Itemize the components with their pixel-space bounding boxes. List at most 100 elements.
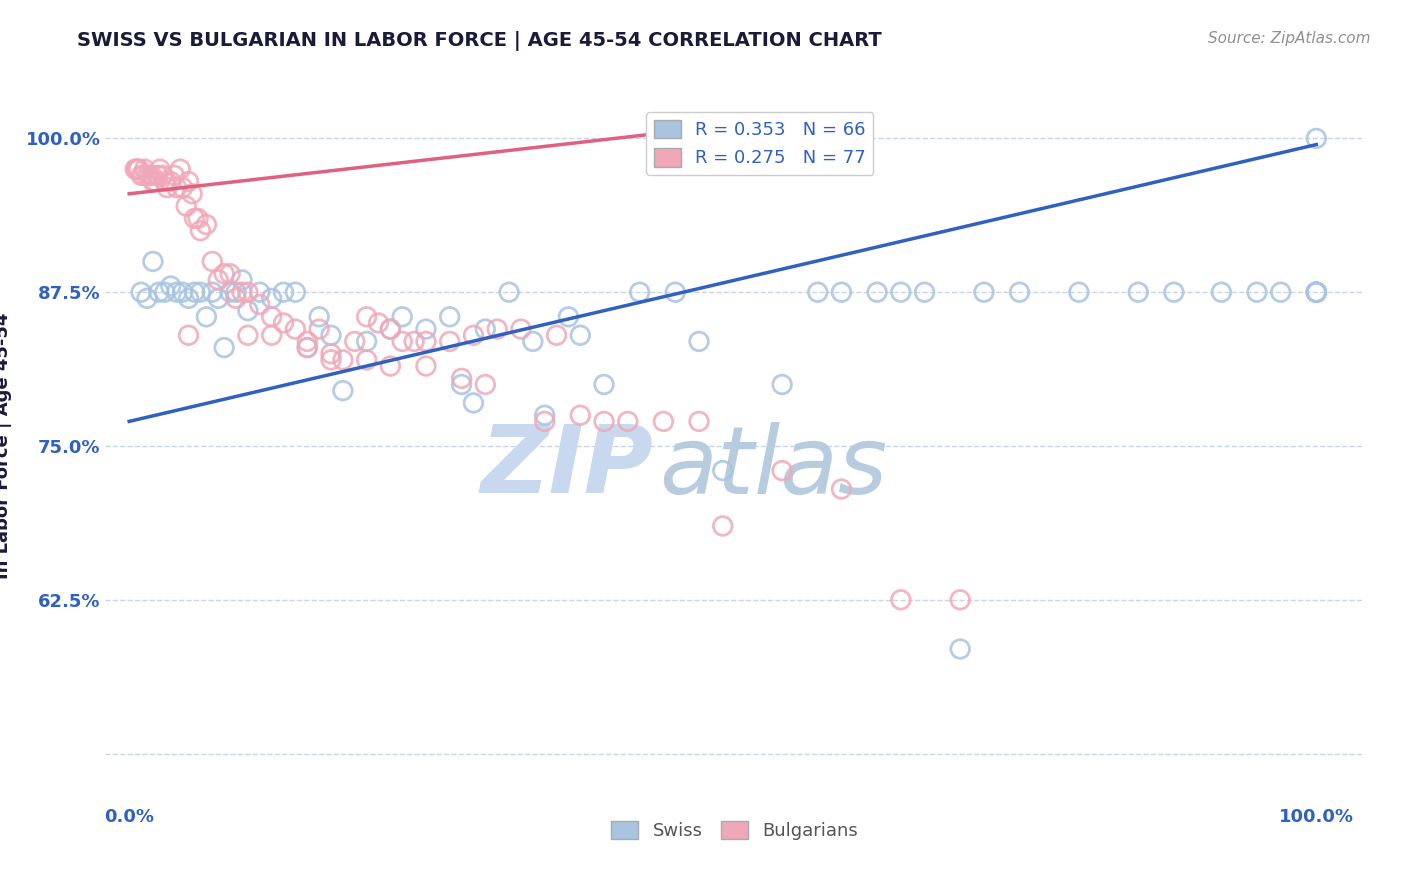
Point <box>207 273 229 287</box>
Point <box>201 254 224 268</box>
Point <box>474 322 496 336</box>
Point <box>219 285 242 300</box>
Point <box>593 414 616 428</box>
Point <box>308 322 330 336</box>
Point <box>129 285 152 300</box>
Point <box>207 291 229 305</box>
Point <box>866 285 889 300</box>
Point <box>356 352 378 367</box>
Point <box>1246 285 1268 300</box>
Point <box>174 199 197 213</box>
Point <box>890 285 912 300</box>
Point <box>249 297 271 311</box>
Text: SWISS VS BULGARIAN IN LABOR FORCE | AGE 45-54 CORRELATION CHART: SWISS VS BULGARIAN IN LABOR FORCE | AGE … <box>77 31 882 51</box>
Point <box>260 310 283 324</box>
Point <box>1305 285 1327 300</box>
Point <box>1305 285 1327 300</box>
Point <box>148 285 170 300</box>
Point <box>172 285 194 300</box>
Text: Source: ZipAtlas.com: Source: ZipAtlas.com <box>1208 31 1371 46</box>
Point <box>128 162 150 177</box>
Point <box>391 334 413 349</box>
Point <box>415 359 437 373</box>
Point <box>1270 285 1292 300</box>
Point <box>273 285 295 300</box>
Point <box>163 169 186 183</box>
Point <box>153 174 176 188</box>
Point <box>273 316 295 330</box>
Point <box>166 285 188 300</box>
Point <box>125 162 148 177</box>
Point <box>439 334 461 349</box>
Point <box>172 180 194 194</box>
Point <box>183 285 205 300</box>
Point <box>183 211 205 226</box>
Point <box>297 341 319 355</box>
Point <box>652 414 675 428</box>
Point <box>212 267 235 281</box>
Point <box>510 322 533 336</box>
Point <box>533 409 555 423</box>
Point <box>249 285 271 300</box>
Point <box>129 169 152 183</box>
Point <box>498 285 520 300</box>
Point <box>711 464 734 478</box>
Point <box>688 414 710 428</box>
Point <box>569 409 592 423</box>
Point <box>332 384 354 398</box>
Point <box>343 334 366 349</box>
Point <box>219 267 242 281</box>
Point <box>973 285 995 300</box>
Point <box>332 352 354 367</box>
Point <box>177 328 200 343</box>
Y-axis label: In Labor Force | Age 45-54: In Labor Force | Age 45-54 <box>0 313 11 579</box>
Point <box>557 310 579 324</box>
Point <box>474 377 496 392</box>
Point <box>688 334 710 349</box>
Point <box>138 169 160 183</box>
Point <box>181 186 204 201</box>
Point <box>1305 285 1327 300</box>
Point <box>236 285 259 300</box>
Point <box>404 334 426 349</box>
Point <box>134 162 156 177</box>
Point <box>236 303 259 318</box>
Point <box>367 316 389 330</box>
Point <box>628 285 651 300</box>
Point <box>830 285 852 300</box>
Point <box>152 169 174 183</box>
Point <box>225 291 247 305</box>
Point <box>1163 285 1185 300</box>
Point <box>830 482 852 496</box>
Point <box>169 162 191 177</box>
Point <box>124 162 146 177</box>
Point <box>380 322 402 336</box>
Point <box>486 322 509 336</box>
Point <box>415 322 437 336</box>
Point <box>297 341 319 355</box>
Point <box>149 162 172 177</box>
Point <box>142 174 165 188</box>
Point <box>1305 285 1327 300</box>
Point <box>319 352 342 367</box>
Point <box>195 310 218 324</box>
Point <box>284 285 307 300</box>
Point <box>949 592 972 607</box>
Point <box>260 291 283 305</box>
Point <box>136 291 159 305</box>
Point <box>415 334 437 349</box>
Point <box>1305 131 1327 145</box>
Point <box>533 414 555 428</box>
Point <box>770 377 793 392</box>
Point <box>156 180 179 194</box>
Point <box>463 328 485 343</box>
Point <box>231 285 253 300</box>
Legend: Swiss, Bulgarians: Swiss, Bulgarians <box>605 814 865 847</box>
Point <box>177 174 200 188</box>
Point <box>225 285 247 300</box>
Point <box>177 291 200 305</box>
Point <box>569 328 592 343</box>
Point <box>319 328 342 343</box>
Point <box>231 273 253 287</box>
Point <box>142 254 165 268</box>
